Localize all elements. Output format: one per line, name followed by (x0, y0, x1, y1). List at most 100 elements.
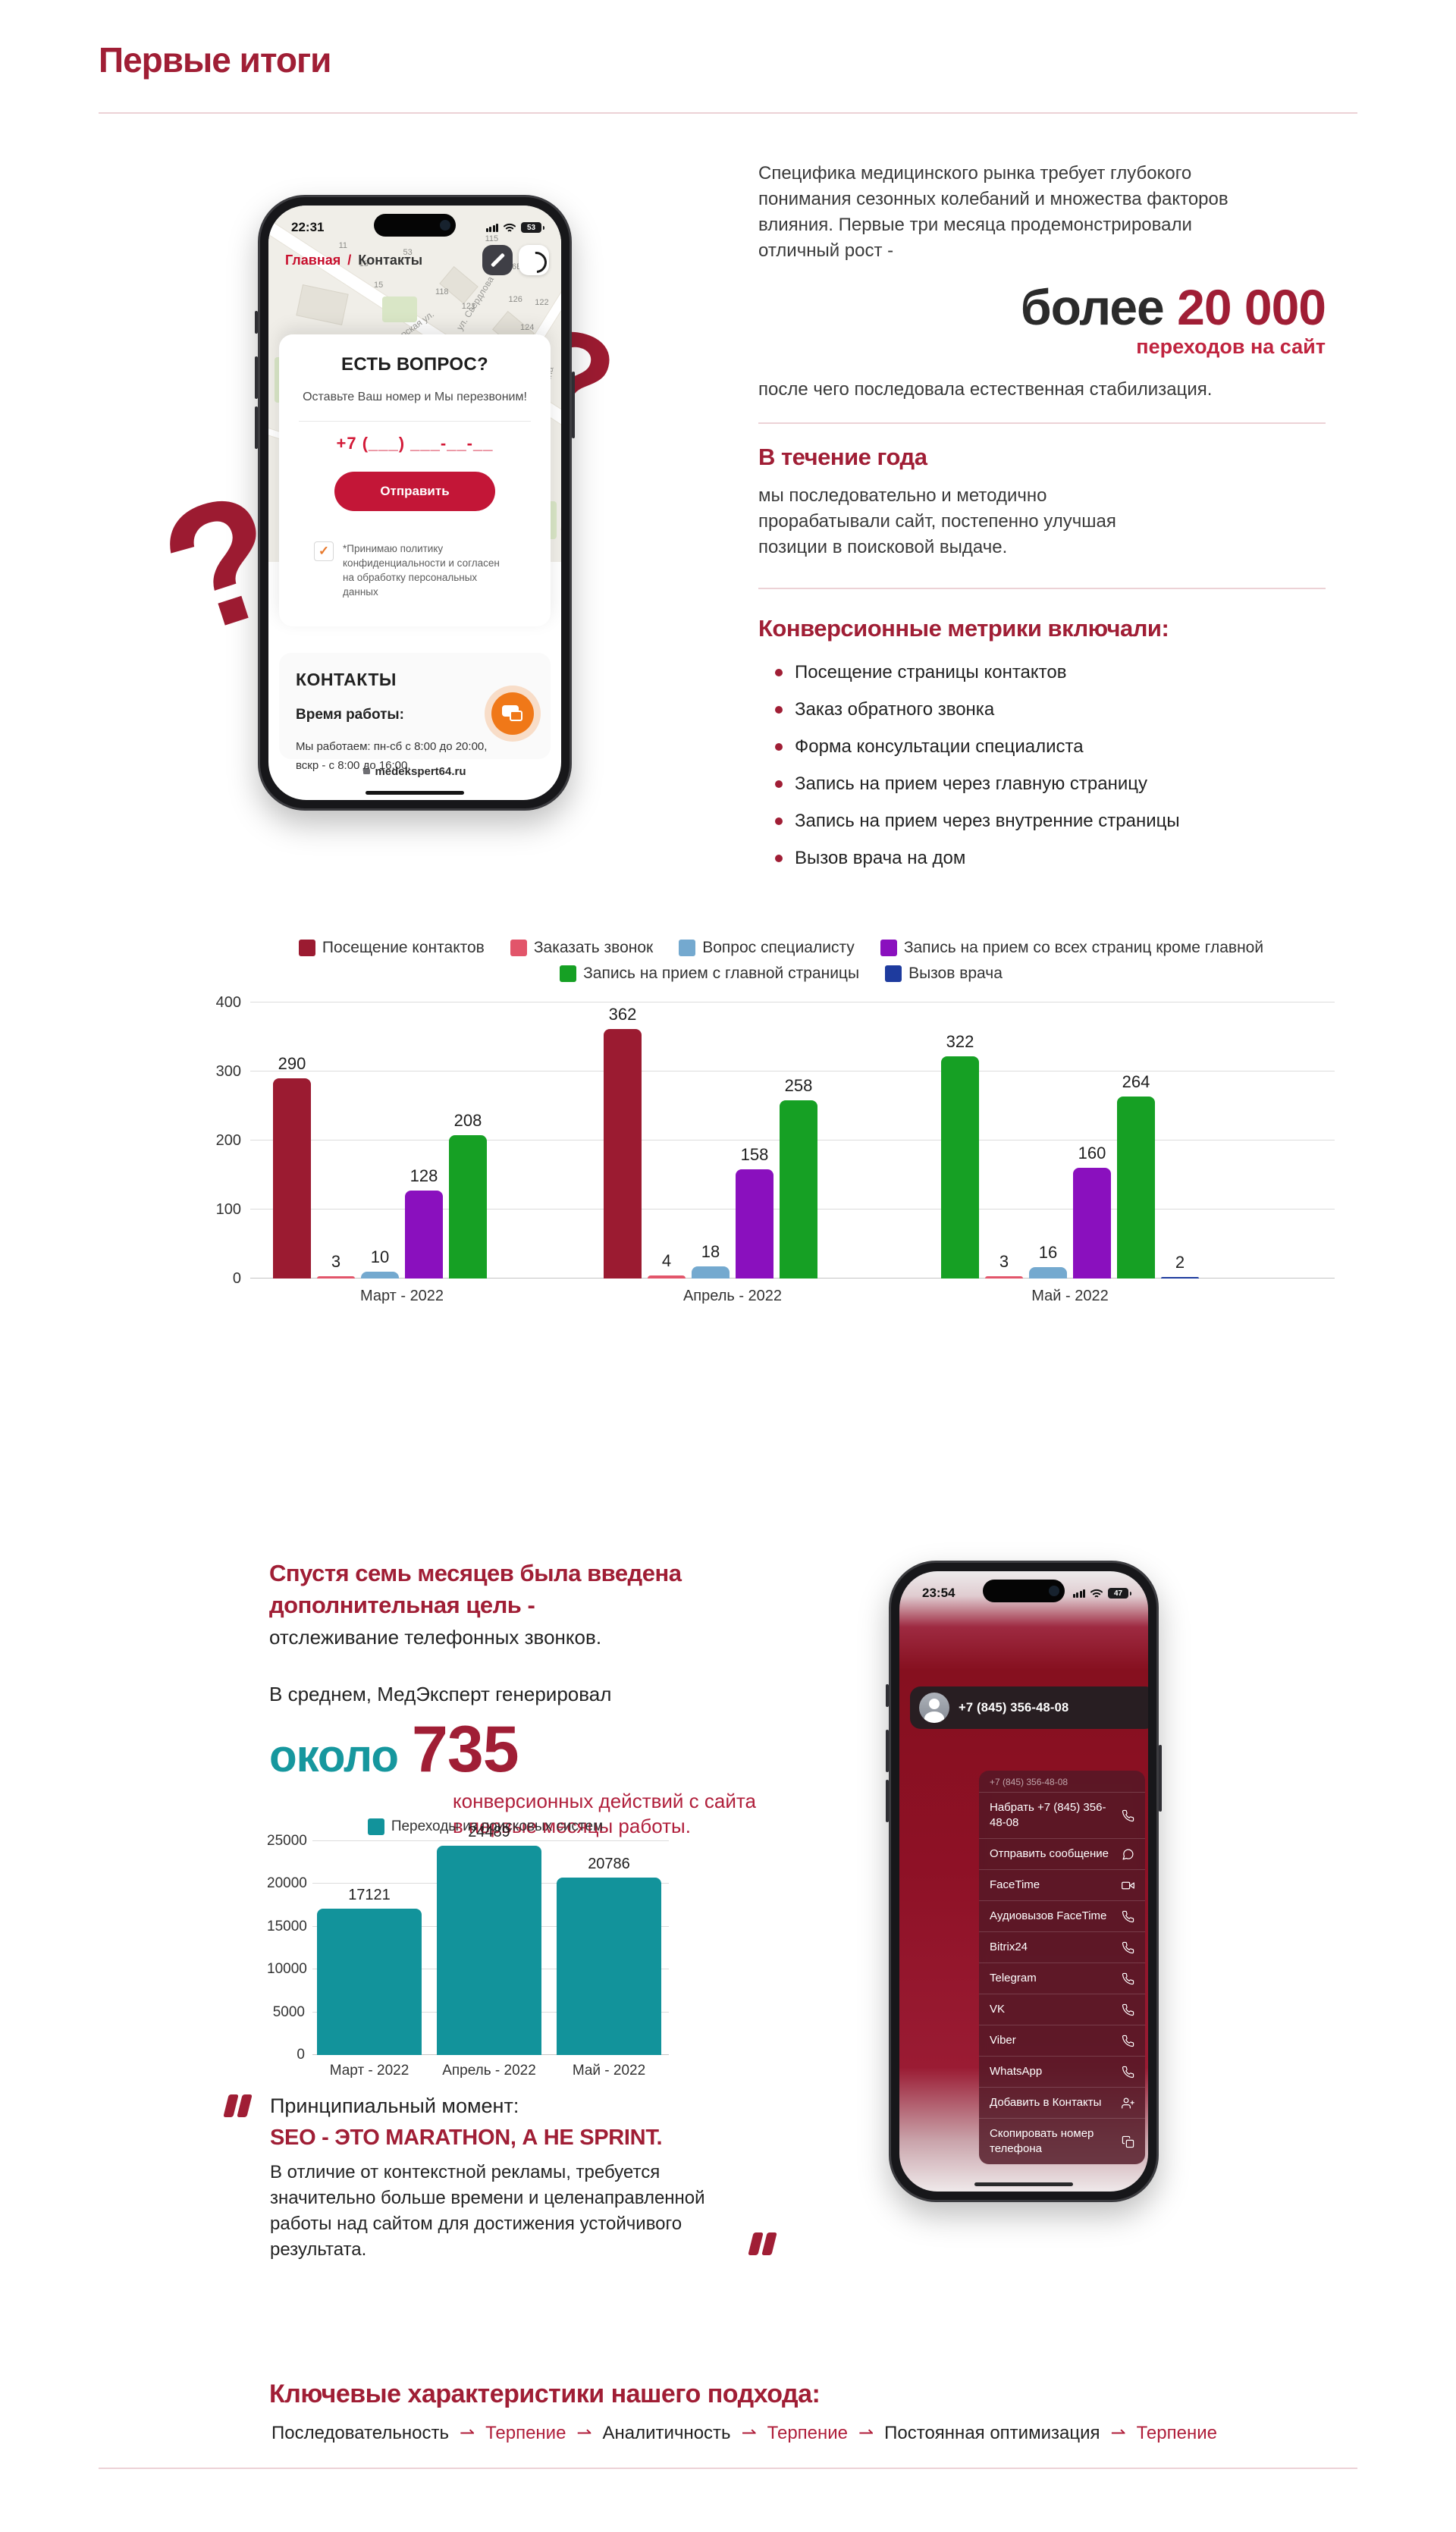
contact-card[interactable]: +7 (845) 356-48-08 (910, 1686, 1148, 1729)
bar-slot: 362 (604, 1005, 642, 1279)
metric-label: Форма консультации специалиста (795, 736, 1084, 757)
browser-url-bar[interactable]: medekspert64.ru (268, 759, 561, 783)
stat-prefix: более (1020, 279, 1165, 335)
y-axis-tick: 5000 (272, 2003, 305, 2020)
menu-item[interactable]: VK (979, 1994, 1145, 2025)
menu-item[interactable]: Скопировать номер телефона (979, 2118, 1145, 2164)
map-building-number: 53 (403, 248, 413, 258)
menu-item[interactable]: Набрать +7 (845) 356-48-08 (979, 1792, 1145, 1838)
bar (604, 1028, 642, 1279)
bar (985, 1276, 1023, 1279)
phone-icon (1122, 2035, 1134, 2047)
map-layers-button[interactable] (519, 245, 551, 278)
metric-label: Посещение страницы контактов (795, 662, 1067, 682)
url-text: medekspert64.ru (375, 764, 466, 778)
y-axis-tick: 200 (215, 1132, 241, 1149)
battery-icon: 47 (1108, 1588, 1131, 1599)
map-ruler-button[interactable] (482, 245, 513, 275)
cellular-signal-icon (485, 223, 498, 232)
legend-item: Вопрос специалисту (679, 939, 855, 957)
bar-value-label: 158 (740, 1145, 769, 1165)
metric-item: Вызов врача на дом (758, 848, 1326, 869)
search-traffic-chart: Переходы из поисковых систем 0 5000 10000 1… (265, 1818, 705, 2079)
metric-label: Запись на прием через внутренние страниц… (795, 811, 1180, 831)
sequence-item: Терпение (1136, 2422, 1217, 2443)
metric-item: Форма консультации специалиста (758, 736, 1326, 758)
chart2-plot-area: 0 5000 10000 15000 20000 25000 17121 24489 20786… (267, 1824, 669, 2079)
bar-slot: 322 (941, 1032, 979, 1279)
bar-value-label: 3 (331, 1252, 341, 1272)
bar (317, 1908, 422, 2055)
quote-line2: SEO - ЭТО MARATHON, А НЕ SPRINT. (270, 2126, 663, 2150)
bar (405, 1190, 443, 1279)
legend-item: Вызов врача (885, 965, 1003, 983)
sequence-item: Терпение (485, 2422, 566, 2443)
bar-slot: 2 (1161, 1253, 1199, 1279)
quote-line1: Принципиальный момент: (270, 2094, 519, 2117)
copy-icon (1122, 2135, 1134, 2148)
breadcrumb-separator: / (347, 253, 352, 268)
legend-swatch (679, 940, 696, 956)
bar-value-label: 3 (999, 1252, 1009, 1272)
chat-fab-button[interactable] (491, 692, 534, 735)
menu-item-label: VK (990, 2003, 1006, 2016)
menu-item-label: Набрать +7 (845) 356-48-08 (990, 1801, 1106, 1829)
submit-button[interactable]: Отправить (334, 472, 495, 511)
menu-item[interactable]: Аудиовызов FaceTime (979, 1900, 1145, 1931)
working-hours-label: Время работы: (296, 707, 404, 723)
bar-value-label: 160 (1078, 1144, 1106, 1163)
conversions-chart: Посещение контактов Заказать звонок Вопрос… (197, 939, 1365, 1304)
stat2-caption: конверсионных действий с сайта в первые … (453, 1790, 756, 1837)
bar-value-label: 4 (661, 1251, 672, 1271)
menu-item[interactable]: Bitrix24 (979, 1931, 1145, 1963)
bar-slot: 264 (1117, 1072, 1155, 1279)
cellular-signal-icon (1072, 1589, 1085, 1598)
consent-checkbox[interactable]: ✓ (314, 541, 334, 561)
page-title: Первые итоги (99, 40, 331, 80)
phone-mockup-call-menu: 23:54 47 +7 (845) 356-48-08 +7 (845) 356… (886, 1561, 1162, 2202)
bar (273, 1078, 311, 1279)
map-building-number: 15 (373, 280, 384, 290)
x-axis-label: Май - 2022 (1031, 1288, 1109, 1304)
dynamic-island (374, 214, 456, 237)
second-stage-heading: Спустя семь месяцев была введена дополни… (269, 1560, 682, 1618)
x-axis-label: Апрель - 2022 (682, 1288, 783, 1304)
legend-item: Запись на прием с главной страницы (560, 965, 859, 983)
avatar (919, 1693, 949, 1723)
quote-body: В отличие от контекстной рекламы, требуе… (270, 2162, 705, 2260)
x-axis-label: Март - 2022 (329, 2063, 410, 2079)
bar-slot: 3 (985, 1252, 1023, 1279)
y-axis-tick: 10000 (267, 1961, 307, 1978)
bar-slot: 160 (1073, 1144, 1111, 1279)
menu-item-label: Viber (990, 2034, 1016, 2047)
sequence-item: Терпение (767, 2422, 849, 2443)
breadcrumb-home-link[interactable]: Главная (285, 253, 341, 268)
home-indicator (974, 2182, 1073, 2186)
menu-item[interactable]: FaceTime (979, 1869, 1145, 1900)
bar (1161, 1277, 1199, 1279)
arrow-icon: ⇀ (858, 2423, 874, 2443)
arrow-icon: ⇀ (741, 2423, 757, 2443)
menu-item-label: Добавить в Контакты (990, 2096, 1102, 2109)
menu-item[interactable]: Telegram (979, 1963, 1145, 1994)
bar-slot: 128 (405, 1166, 443, 1279)
phone-icon (1122, 1972, 1134, 1985)
bullet-dot (775, 706, 783, 714)
form-separator (299, 421, 531, 422)
bar-group: 322 3 16 160 264 2 (941, 1032, 1199, 1279)
bar-value-label: 290 (278, 1054, 306, 1074)
bar (437, 1845, 541, 2055)
y-axis-tick: 400 (215, 994, 241, 1011)
legend-swatch (298, 940, 315, 956)
bar-slot: 10 (361, 1247, 399, 1279)
menu-item[interactable]: Отправить сообщение (979, 1838, 1145, 1869)
menu-item[interactable]: WhatsApp (979, 2056, 1145, 2087)
menu-item[interactable]: Viber (979, 2025, 1145, 2056)
avg-intro-text: В среднем, МедЭксперт генерировал (269, 1683, 612, 1705)
map-building-number: 126 (508, 294, 522, 304)
bar (941, 1056, 979, 1279)
approach-heading: Ключевые характеристики нашего подхода: (269, 2380, 821, 2408)
legend-row: Запись на прием с главной страницы Вызов … (197, 965, 1365, 983)
menu-item[interactable]: Добавить в Контакты (979, 2087, 1145, 2118)
phone-number-input[interactable]: +7 (___) ___-__-__ (336, 434, 494, 453)
